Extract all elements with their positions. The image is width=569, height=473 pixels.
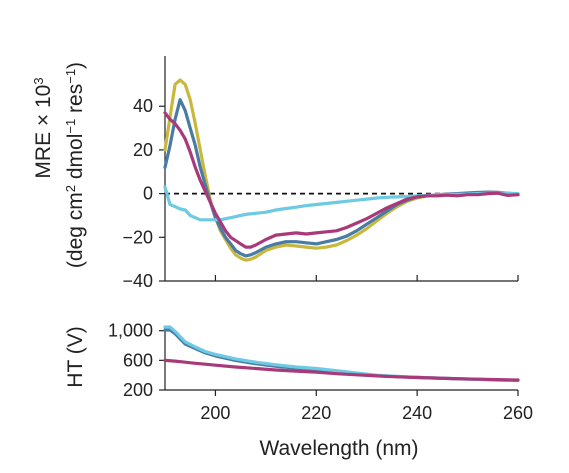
mre-y-tick-label: 40 [133,96,153,116]
x-tick-label: 200 [200,403,230,423]
x-tick-label: 240 [402,403,432,423]
ht-y-tick-label: 600 [123,350,153,370]
mre-series-line-2 [163,98,520,258]
mre-y-tick-label: 20 [133,140,153,160]
mre-y-axis-label-line2: (deg cm2 dmol−1 res−1) [63,62,88,268]
ht-panel: HT (V) 1,000 600 200 200 220 240 260 Waveleng… [64,321,533,460]
mre-x-ticks [214,275,519,281]
x-axis-label: Wavelength (nm) [259,437,418,460]
ht-series-line-2 [163,325,520,382]
ht-y-ticks: 1,000 600 200 [108,321,165,400]
ht-y-tick-label: 1,000 [108,321,153,341]
ht-x-ticks: 200 220 240 260 [200,390,533,423]
x-tick-label: 260 [503,403,533,423]
ht-series [163,325,520,382]
x-tick-label: 220 [301,403,331,423]
ht-y-tick-label: 200 [123,380,153,400]
mre-y-axis-label-line1: MRE × 103 [31,77,56,178]
mre-series [163,78,520,262]
mre-y-ticks: 40 20 0 −20 −40 [122,96,165,291]
ht-series-line-3 [163,358,520,382]
mre-series-line-1 [163,78,520,262]
mre-y-tick-label: 0 [143,184,153,204]
mre-y-tick-label: −20 [122,227,153,247]
mre-series-line-4 [163,111,520,249]
mre-panel: MRE × 103 (deg cm2 dmol−1 res−1) 40 20 0 −2… [31,56,520,291]
mre-y-tick-label: −40 [122,271,153,291]
ht-y-axis-label: HT (V) [64,326,87,387]
